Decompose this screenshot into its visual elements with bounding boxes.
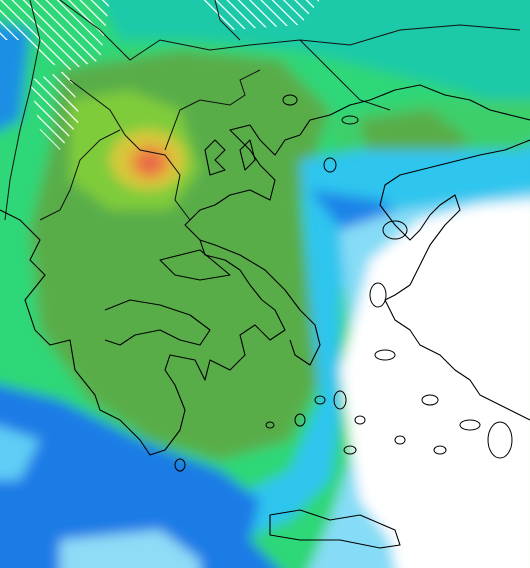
island <box>343 445 357 455</box>
island <box>374 349 396 361</box>
coastline <box>104 299 211 346</box>
island <box>433 445 447 455</box>
island <box>333 390 347 410</box>
border <box>299 39 391 111</box>
borders <box>4 0 521 221</box>
peninsula <box>239 139 256 171</box>
island <box>421 394 439 406</box>
island <box>382 220 408 240</box>
island <box>159 249 231 281</box>
border <box>4 0 41 221</box>
peninsula <box>204 139 226 176</box>
island <box>354 415 366 425</box>
no-precip-zone <box>340 200 530 568</box>
red-zone <box>141 155 159 171</box>
coastline <box>184 84 530 241</box>
island <box>265 421 275 429</box>
blue-zone <box>0 385 278 568</box>
coastline <box>0 209 321 456</box>
crete <box>269 509 401 549</box>
coastline <box>379 139 530 421</box>
hatch <box>30 70 80 150</box>
island <box>394 435 406 445</box>
island <box>487 421 513 459</box>
cyan-zone <box>230 145 530 540</box>
light-blue-zone <box>60 530 200 568</box>
island <box>294 413 306 427</box>
islands <box>174 94 513 472</box>
island <box>314 395 326 405</box>
island <box>459 419 481 431</box>
island <box>369 282 387 308</box>
light-blue-zone <box>0 426 40 480</box>
island <box>341 115 359 125</box>
border <box>214 0 241 41</box>
island <box>282 94 298 106</box>
teal-zone <box>100 0 530 117</box>
border <box>69 79 191 221</box>
blue-zone <box>0 24 30 130</box>
coastlines <box>0 84 530 549</box>
island <box>323 157 337 173</box>
hatch <box>200 0 320 30</box>
border <box>39 129 121 221</box>
border <box>59 0 521 61</box>
border <box>164 69 261 151</box>
island <box>174 458 186 472</box>
